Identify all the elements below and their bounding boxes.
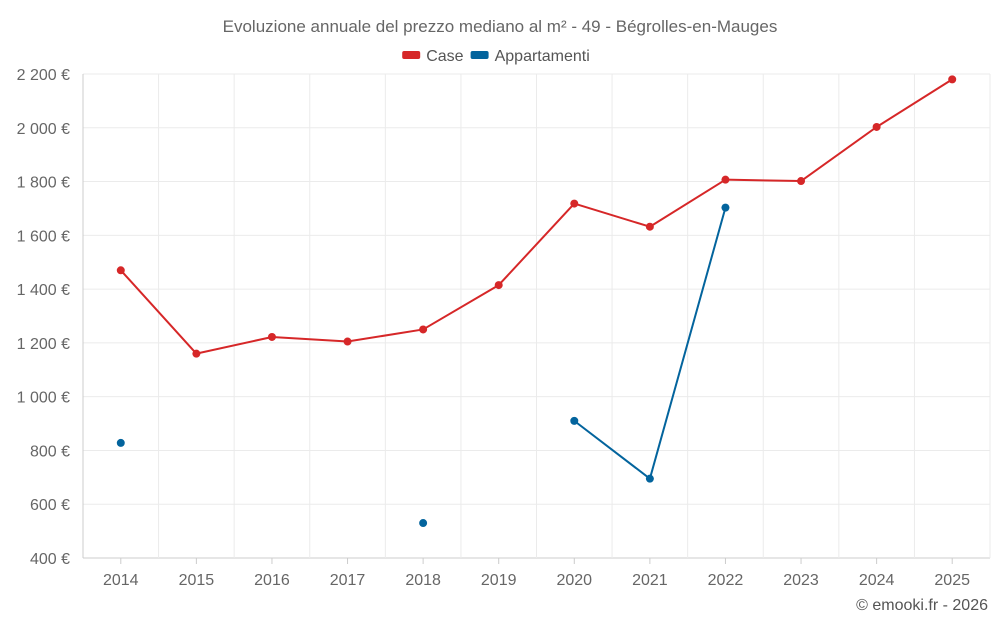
x-tick-label: 2017 (330, 572, 366, 589)
x-tick-label: 2023 (783, 572, 819, 589)
data-point[interactable] (419, 325, 428, 334)
series-line-segment (270, 335, 349, 343)
data-point[interactable] (116, 266, 125, 275)
y-tick-label: 600 € (30, 497, 70, 514)
y-tick-label: 1 600 € (17, 228, 70, 245)
x-tick-label: 2019 (481, 572, 517, 589)
x-tick-label: 2018 (405, 572, 441, 589)
y-tick-label: 2 000 € (17, 121, 70, 138)
grid (82, 73, 991, 559)
series-line-segment (573, 419, 651, 480)
y-axis: 400 € 600 € 800 € 1 000 € 1 200 € 1 400 € 1 60… (17, 67, 70, 568)
series-layer (116, 75, 957, 528)
chart-title: Evoluzione annuale del prezzo mediano al… (223, 17, 778, 36)
data-point[interactable] (645, 222, 654, 231)
data-point[interactable] (645, 474, 654, 483)
data-point[interactable] (419, 519, 428, 528)
data-point[interactable] (494, 281, 503, 290)
x-tick-label: 2024 (859, 572, 895, 589)
data-point[interactable] (267, 332, 276, 341)
y-tick-label: 800 € (30, 443, 70, 460)
data-point[interactable] (570, 416, 579, 425)
x-axis: 2014 2015 2016 2017 2018 2019 2020 2021 2022 2023… (103, 558, 970, 589)
series-line-segment (875, 78, 954, 128)
legend-item-case[interactable]: Case (402, 48, 464, 65)
data-point[interactable] (570, 199, 579, 208)
series-line-segment (346, 328, 425, 343)
series-line-segment (800, 125, 878, 183)
data-point[interactable] (721, 203, 730, 212)
series-appartamenti (116, 203, 730, 528)
data-point[interactable] (192, 349, 201, 358)
x-tick-label: 2021 (632, 572, 668, 589)
series-line-segment (573, 202, 651, 228)
legend-swatch (402, 51, 421, 59)
x-tick-label: 2020 (556, 572, 592, 589)
x-tick-label: 2015 (179, 572, 215, 589)
series-line-segment (648, 206, 727, 480)
x-tick-label: 2016 (254, 572, 290, 589)
legend[interactable]: Case Appartamenti (402, 48, 590, 65)
y-tick-label: 1 200 € (17, 336, 70, 353)
data-point[interactable] (721, 175, 730, 184)
x-tick-label: 2022 (708, 572, 744, 589)
series-line-segment (724, 178, 803, 183)
y-tick-label: 1 000 € (17, 390, 70, 407)
series-line-segment (422, 284, 500, 331)
y-tick-label: 1 800 € (17, 175, 70, 192)
data-point[interactable] (797, 177, 806, 186)
data-point[interactable] (872, 122, 881, 131)
data-point[interactable] (343, 337, 352, 346)
credit-text: © emooki.fr - 2026 (856, 597, 988, 614)
y-tick-label: 2 200 € (17, 67, 70, 84)
x-tick-label: 2014 (103, 572, 139, 589)
x-tick-label: 2025 (934, 572, 970, 589)
series-line-segment (195, 335, 273, 355)
series-line-segment (497, 202, 576, 287)
series-line-segment (119, 269, 198, 355)
legend-label: Case (426, 48, 463, 65)
y-tick-label: 400 € (30, 551, 70, 568)
legend-item-appartamenti[interactable]: Appartamenti (470, 48, 590, 65)
legend-swatch (470, 51, 489, 59)
y-tick-label: 1 400 € (17, 282, 70, 299)
legend-label: Appartamenti (495, 48, 590, 65)
series-case (116, 75, 957, 358)
data-point[interactable] (116, 438, 125, 447)
series-line-segment (648, 178, 727, 228)
data-point[interactable] (948, 75, 957, 84)
